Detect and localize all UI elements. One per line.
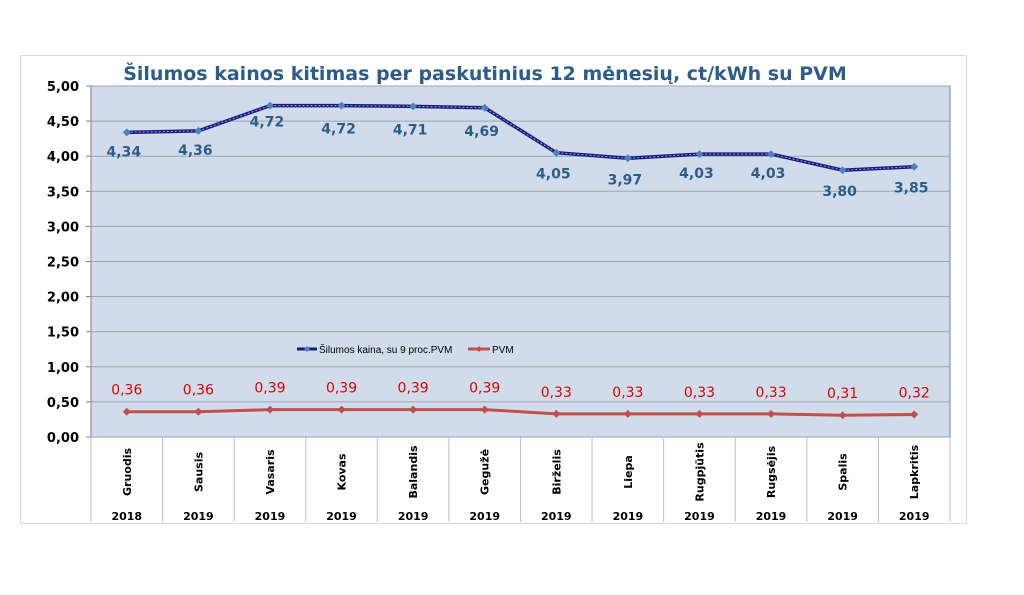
x-month-label: Liepa	[622, 455, 635, 489]
pvm-marker	[910, 410, 919, 419]
heat-price-marker	[838, 166, 847, 175]
pvm-data-label: 0,33	[612, 385, 643, 401]
legend-pvm-label: PVM	[492, 345, 514, 356]
heat-price-marker	[409, 102, 418, 111]
pvm-data-label: 0,31	[827, 386, 858, 402]
pvm-marker	[695, 409, 704, 418]
x-year-label: 2019	[255, 510, 286, 523]
x-year-label: 2019	[469, 510, 500, 523]
x-month-label: Lapkritis	[908, 444, 921, 499]
heat-price-marker	[695, 150, 704, 159]
heat-price-marker	[552, 148, 561, 157]
pvm-marker	[337, 405, 346, 414]
pvm-data-label: 0,39	[254, 381, 285, 397]
y-tick-label: 5,00	[47, 80, 79, 95]
x-year-label: 2019	[684, 510, 715, 523]
pvm-data-label: 0,39	[326, 381, 357, 397]
x-year-label: 2019	[827, 510, 858, 523]
x-month-label: Gruodis	[121, 448, 134, 496]
x-year-label: 2019	[398, 510, 429, 523]
x-year-label: 2019	[326, 510, 357, 523]
heat-price-marker	[767, 150, 776, 159]
heat-price-data-label: 4,03	[751, 166, 786, 182]
heat-price-data-label: 4,72	[250, 115, 285, 131]
y-tick-label: 4,50	[47, 115, 79, 130]
heat-price-data-label: 4,05	[536, 167, 571, 183]
heat-price-marker	[480, 103, 489, 112]
y-tick-label: 1,00	[47, 361, 79, 376]
x-year-label: 2019	[541, 510, 572, 523]
pvm-marker	[480, 405, 489, 414]
legend-heat-price-label: Šilumos kaina, su 9 proc.PVM	[319, 343, 452, 356]
heat-price-data-label: 3,80	[822, 184, 857, 200]
heat-price-marker	[910, 162, 919, 171]
series-line-pvm	[126, 408, 915, 417]
y-tick-label: 0,00	[47, 431, 79, 446]
heat-price-data-label: 4,69	[464, 124, 499, 140]
x-month-label: Spalis	[837, 453, 850, 491]
x-month-label: Balandis	[407, 445, 420, 498]
y-tick-label: 3,50	[47, 185, 79, 200]
x-year-label: 2019	[756, 510, 787, 523]
pvm-data-label: 0,32	[899, 386, 930, 402]
series-line-heat-price-pattern	[126, 105, 915, 171]
heat-price-marker	[265, 101, 274, 110]
x-month-label: Sausis	[192, 452, 205, 492]
legend-heat-price-marker	[304, 346, 310, 352]
y-tick-label: 1,50	[47, 326, 79, 341]
heat-price-data-label: 4,72	[321, 122, 356, 138]
heat-price-data-label: 4,03	[679, 166, 714, 182]
heat-price-marker	[122, 128, 131, 137]
pvm-marker	[265, 405, 274, 414]
x-year-label: 2019	[899, 510, 930, 523]
pvm-marker	[623, 409, 632, 418]
y-tick-label: 2,50	[47, 256, 79, 271]
pvm-data-label: 0,39	[469, 381, 500, 397]
heat-price-data-label: 4,71	[393, 122, 428, 138]
x-year-label: 2019	[183, 510, 214, 523]
x-month-label: Rugpjūtis	[693, 442, 706, 502]
heat-price-data-label: 3,85	[894, 181, 929, 197]
heat-price-marker	[623, 154, 632, 163]
x-year-label: 2018	[111, 510, 142, 523]
x-month-label: Vasaris	[264, 449, 277, 495]
y-tick-label: 0,50	[47, 396, 79, 411]
x-month-label: Kovas	[336, 453, 349, 490]
y-tick-label: 2,00	[47, 291, 79, 306]
x-month-label: Birželis	[550, 449, 563, 495]
pvm-data-label: 0,36	[111, 383, 142, 399]
pvm-data-label: 0,33	[684, 385, 715, 401]
pvm-marker	[122, 407, 131, 416]
x-month-label: Rugsėjis	[765, 445, 778, 498]
heat-price-marker	[337, 101, 346, 110]
heat-price-data-label: 4,36	[178, 143, 213, 159]
pvm-data-label: 0,33	[541, 385, 572, 401]
pvm-data-label: 0,36	[183, 383, 214, 399]
pvm-data-label: 0,39	[398, 381, 429, 397]
heat-price-data-label: 3,97	[608, 172, 643, 188]
x-year-label: 2019	[613, 510, 644, 523]
chart-title: Šilumos kainos kitimas per paskutinius 1…	[123, 61, 847, 85]
pvm-marker	[409, 405, 418, 414]
pvm-marker	[552, 409, 561, 418]
y-tick-label: 3,00	[47, 220, 79, 235]
heat-price-marker	[194, 126, 203, 135]
y-tick-label: 4,00	[47, 150, 79, 165]
legend-pvm-marker	[476, 346, 482, 352]
pvm-data-label: 0,33	[755, 385, 786, 401]
x-month-label: Gegužė	[479, 449, 492, 495]
pvm-marker	[194, 407, 203, 416]
pvm-marker	[767, 409, 776, 418]
pvm-marker	[838, 411, 847, 420]
heat-price-data-label: 4,34	[107, 144, 142, 160]
